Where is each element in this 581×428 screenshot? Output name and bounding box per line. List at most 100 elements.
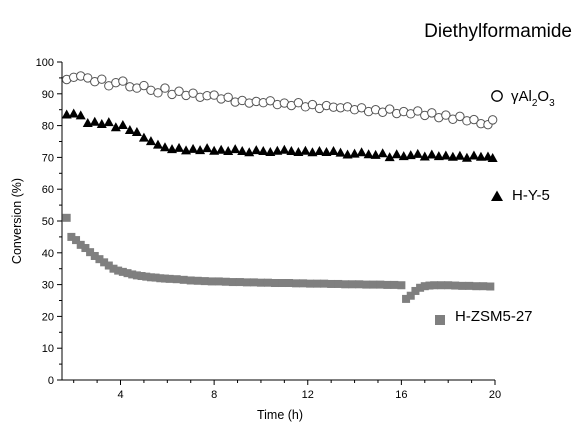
data-point bbox=[258, 146, 269, 156]
data-point bbox=[469, 114, 479, 125]
data-point bbox=[263, 278, 272, 287]
data-point bbox=[95, 255, 104, 264]
data-point bbox=[293, 146, 304, 156]
data-point bbox=[376, 280, 385, 289]
data-point bbox=[123, 269, 132, 278]
data-point bbox=[81, 244, 90, 253]
series-1 bbox=[61, 108, 498, 163]
y-ticks: 0 10 20 30 40 50 60 70 80 90 100 bbox=[36, 57, 62, 387]
y-tick-label: 30 bbox=[42, 280, 54, 292]
data-point bbox=[159, 142, 170, 152]
data-point bbox=[75, 110, 86, 120]
data-point bbox=[355, 280, 364, 289]
data-point bbox=[348, 280, 357, 289]
legend-filled-square-icon bbox=[435, 315, 445, 325]
data-point bbox=[209, 90, 219, 100]
series-layer bbox=[61, 71, 498, 303]
data-point bbox=[256, 278, 265, 287]
data-point bbox=[377, 148, 388, 158]
data-point bbox=[174, 86, 184, 96]
data-point bbox=[235, 278, 244, 287]
y-tick-label: 90 bbox=[42, 89, 54, 101]
series-2 bbox=[62, 213, 495, 303]
data-point bbox=[174, 142, 185, 152]
data-point bbox=[249, 278, 258, 287]
y-tick-label: 20 bbox=[42, 311, 54, 323]
data-point bbox=[68, 108, 79, 118]
data-point bbox=[132, 271, 141, 280]
data-point bbox=[313, 279, 322, 288]
y-axis-title: Conversion (%) bbox=[10, 178, 24, 264]
data-point bbox=[272, 145, 283, 155]
data-point bbox=[307, 99, 318, 110]
data-point bbox=[160, 83, 170, 93]
data-point bbox=[320, 279, 329, 288]
data-point bbox=[202, 143, 213, 153]
data-point bbox=[76, 240, 85, 249]
data-point bbox=[156, 274, 165, 283]
data-point bbox=[412, 148, 423, 158]
data-point bbox=[472, 282, 481, 291]
data-point bbox=[186, 276, 195, 285]
data-point bbox=[179, 275, 188, 284]
data-point bbox=[420, 282, 429, 291]
data-point bbox=[411, 286, 420, 295]
data-point bbox=[479, 282, 488, 291]
y-tick-label: 50 bbox=[42, 216, 54, 228]
data-point bbox=[89, 116, 100, 126]
data-point bbox=[406, 291, 415, 300]
data-point bbox=[293, 98, 304, 108]
data-point bbox=[363, 149, 374, 159]
data-point bbox=[369, 280, 378, 289]
data-point bbox=[390, 280, 399, 289]
data-point bbox=[427, 108, 437, 118]
data-point bbox=[405, 150, 416, 160]
data-point bbox=[383, 280, 392, 289]
data-point bbox=[188, 88, 198, 98]
data-point bbox=[237, 146, 248, 156]
data-point bbox=[251, 145, 262, 155]
data-point bbox=[430, 281, 439, 290]
data-point bbox=[300, 145, 311, 155]
data-point bbox=[188, 143, 199, 153]
data-point bbox=[152, 139, 163, 149]
data-point bbox=[341, 280, 350, 289]
data-point bbox=[139, 80, 149, 91]
data-point bbox=[447, 151, 458, 161]
data-point bbox=[61, 109, 72, 119]
data-point bbox=[109, 264, 118, 273]
legend-open-circle-icon bbox=[491, 90, 503, 102]
data-point bbox=[416, 283, 425, 292]
data-point bbox=[327, 279, 336, 288]
data-point bbox=[455, 111, 465, 122]
data-point bbox=[465, 281, 474, 290]
data-point bbox=[118, 267, 127, 276]
x-tick-label: 4 bbox=[117, 389, 123, 401]
data-point bbox=[321, 146, 332, 156]
data-point bbox=[334, 279, 343, 288]
legend: γAl2O3 H-Y-5 H-ZSM5-27 bbox=[435, 88, 555, 325]
series-0 bbox=[61, 71, 498, 130]
data-point bbox=[72, 236, 81, 245]
data-point bbox=[230, 144, 241, 154]
data-point bbox=[86, 248, 95, 257]
data-point bbox=[458, 281, 467, 290]
data-point bbox=[131, 126, 142, 136]
data-point bbox=[342, 149, 353, 159]
data-point bbox=[370, 149, 381, 159]
data-point bbox=[349, 148, 360, 158]
data-point bbox=[314, 146, 325, 156]
data-point bbox=[97, 74, 107, 84]
data-point bbox=[82, 118, 93, 128]
data-point bbox=[441, 110, 451, 120]
data-point bbox=[486, 282, 495, 291]
data-point bbox=[487, 115, 498, 125]
data-point bbox=[151, 273, 160, 282]
data-point bbox=[362, 280, 371, 289]
data-point bbox=[62, 213, 71, 222]
data-point bbox=[167, 144, 178, 154]
data-point bbox=[223, 92, 233, 102]
data-point bbox=[117, 119, 128, 129]
data-point bbox=[100, 258, 109, 267]
y-tick-label: 60 bbox=[42, 184, 54, 196]
